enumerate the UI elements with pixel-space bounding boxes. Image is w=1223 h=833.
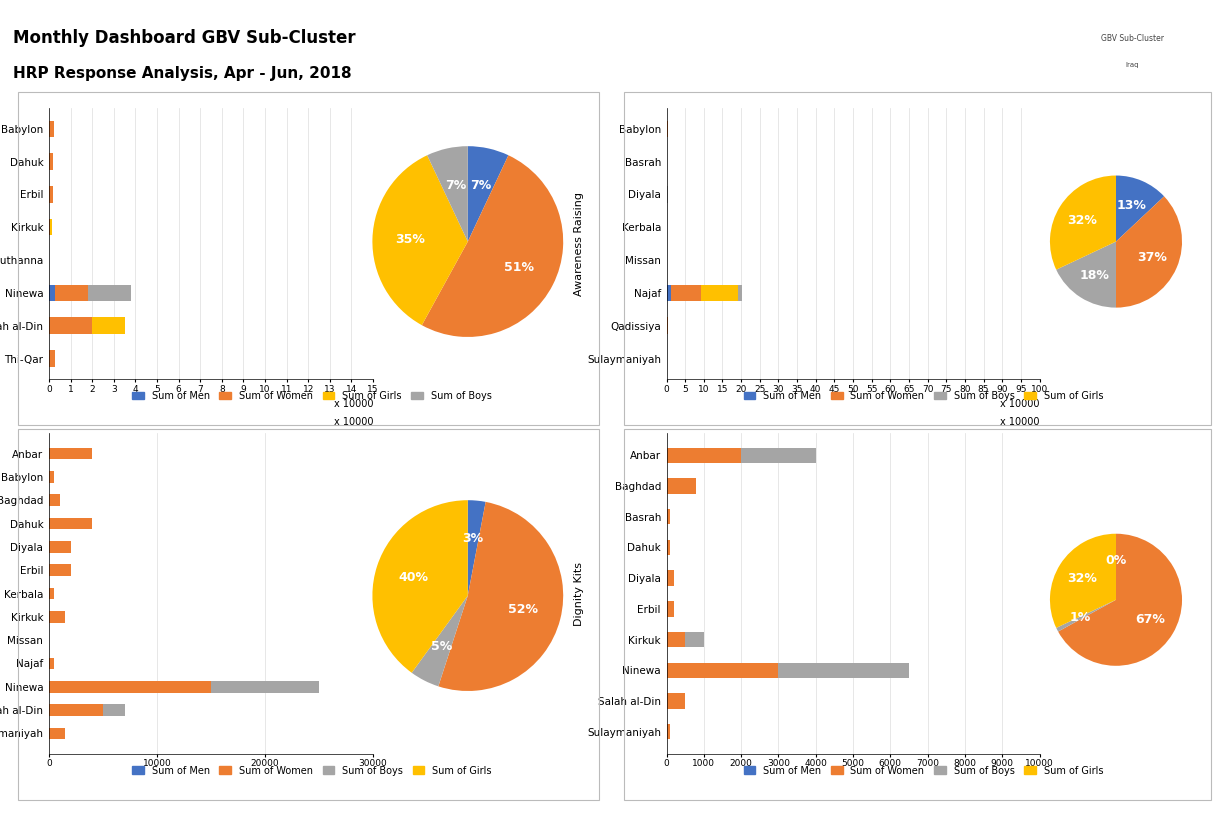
Text: 37%: 37% bbox=[1137, 251, 1167, 264]
Bar bbox=[667, 632, 685, 647]
Bar bbox=[49, 541, 71, 553]
Text: 1%: 1% bbox=[1070, 611, 1091, 624]
Bar bbox=[49, 495, 60, 506]
Bar bbox=[667, 509, 670, 525]
Wedge shape bbox=[1051, 176, 1117, 270]
Text: Iraq: Iraq bbox=[1125, 62, 1139, 68]
Text: 7%: 7% bbox=[445, 179, 466, 192]
Wedge shape bbox=[467, 146, 509, 242]
Text: 18%: 18% bbox=[1080, 268, 1109, 282]
Wedge shape bbox=[1115, 176, 1164, 242]
Text: 3%: 3% bbox=[462, 532, 484, 545]
Bar bbox=[49, 565, 71, 576]
Legend: Sum of Men, Sum of Women, Sum of Boys, Sum of Girls: Sum of Men, Sum of Women, Sum of Boys, S… bbox=[128, 761, 495, 780]
Bar bbox=[49, 285, 55, 301]
Bar bbox=[667, 662, 779, 678]
Text: HRP Response Analysis, Apr - Jun, 2018: HRP Response Analysis, Apr - Jun, 2018 bbox=[12, 67, 351, 82]
Bar bbox=[667, 693, 685, 709]
Y-axis label: Awareness Raising: Awareness Raising bbox=[575, 192, 585, 296]
Text: 13%: 13% bbox=[1117, 199, 1147, 212]
Text: 52%: 52% bbox=[509, 603, 538, 616]
Bar bbox=[667, 571, 674, 586]
Bar bbox=[49, 705, 103, 716]
Text: 35%: 35% bbox=[396, 233, 426, 247]
Wedge shape bbox=[427, 146, 467, 242]
Bar bbox=[49, 471, 54, 483]
Y-axis label: Dignity Kits: Dignity Kits bbox=[575, 561, 585, 626]
Wedge shape bbox=[467, 500, 486, 596]
Bar bbox=[741, 448, 816, 463]
Text: x 10000: x 10000 bbox=[334, 416, 373, 427]
Text: 51%: 51% bbox=[504, 261, 533, 274]
Legend: Sum of Men, Sum of Women, Sum of Boys, Sum of Girls: Sum of Men, Sum of Women, Sum of Boys, S… bbox=[740, 761, 1107, 780]
Text: 5%: 5% bbox=[432, 640, 453, 653]
Bar bbox=[49, 728, 65, 740]
Bar bbox=[667, 540, 670, 555]
Wedge shape bbox=[438, 502, 563, 691]
Bar bbox=[49, 187, 54, 202]
Bar bbox=[50, 219, 53, 236]
X-axis label: x 10000: x 10000 bbox=[1000, 399, 1040, 409]
Text: 32%: 32% bbox=[1068, 572, 1097, 585]
Text: 40%: 40% bbox=[399, 571, 428, 585]
Bar bbox=[49, 317, 92, 334]
Wedge shape bbox=[1115, 197, 1181, 307]
Wedge shape bbox=[1058, 534, 1183, 666]
Bar bbox=[667, 601, 674, 616]
Bar bbox=[667, 724, 670, 740]
Bar bbox=[667, 478, 696, 494]
Wedge shape bbox=[1057, 600, 1115, 631]
Bar bbox=[49, 658, 54, 670]
X-axis label: x 10000: x 10000 bbox=[334, 399, 373, 409]
Bar bbox=[49, 518, 92, 530]
Bar bbox=[49, 681, 210, 693]
Bar bbox=[667, 285, 671, 301]
Text: 32%: 32% bbox=[1068, 214, 1097, 227]
Bar bbox=[210, 681, 319, 693]
Wedge shape bbox=[412, 596, 467, 686]
Bar bbox=[49, 611, 65, 623]
Wedge shape bbox=[422, 155, 563, 337]
Wedge shape bbox=[373, 500, 468, 673]
Bar bbox=[671, 285, 701, 301]
Bar bbox=[49, 153, 54, 170]
Bar bbox=[103, 705, 125, 716]
Wedge shape bbox=[1057, 242, 1115, 307]
Bar bbox=[55, 285, 88, 301]
Bar bbox=[49, 351, 55, 367]
Bar bbox=[88, 285, 131, 301]
Bar bbox=[667, 448, 741, 463]
Wedge shape bbox=[373, 155, 467, 325]
Bar bbox=[49, 121, 54, 137]
Bar bbox=[49, 448, 92, 460]
Text: 67%: 67% bbox=[1135, 613, 1166, 626]
Bar bbox=[779, 662, 909, 678]
Bar bbox=[92, 317, 125, 334]
Text: 0%: 0% bbox=[1106, 554, 1126, 566]
Bar bbox=[49, 588, 54, 600]
Legend: Sum of Men, Sum of Women, Sum of Girls, Sum of Boys: Sum of Men, Sum of Women, Sum of Girls, … bbox=[128, 387, 495, 405]
Text: 7%: 7% bbox=[470, 179, 490, 192]
Text: Monthly Dashboard GBV Sub-Cluster: Monthly Dashboard GBV Sub-Cluster bbox=[12, 29, 356, 47]
Legend: Sum of Men, Sum of Women, Sum of Boys, Sum of Girls: Sum of Men, Sum of Women, Sum of Boys, S… bbox=[740, 387, 1107, 405]
Wedge shape bbox=[1051, 534, 1117, 628]
Text: x 10000: x 10000 bbox=[1000, 416, 1040, 427]
Bar bbox=[739, 285, 742, 301]
Text: GBV Sub-Cluster: GBV Sub-Cluster bbox=[1101, 34, 1164, 43]
Bar bbox=[685, 632, 704, 647]
Bar bbox=[701, 285, 739, 301]
